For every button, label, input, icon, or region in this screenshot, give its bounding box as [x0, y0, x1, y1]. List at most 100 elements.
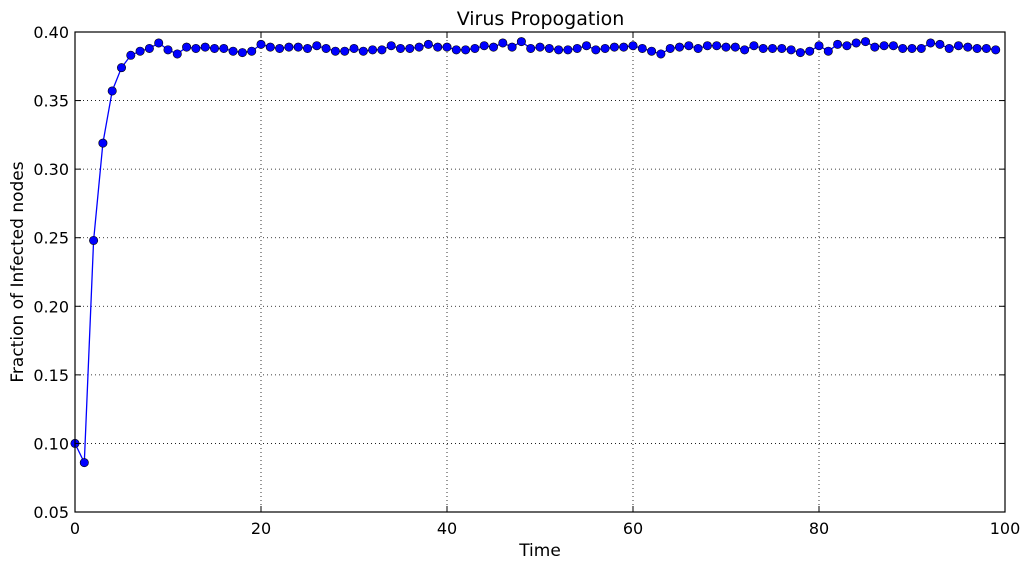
data-point [200, 42, 210, 52]
data-point [516, 37, 526, 47]
data-point [98, 138, 108, 148]
data-point [135, 46, 145, 56]
data-point [423, 39, 433, 49]
data-point [767, 43, 777, 53]
data-point [656, 49, 666, 59]
data-point [795, 48, 805, 58]
data-point [191, 43, 201, 53]
data-point [609, 42, 619, 52]
data-point [321, 43, 331, 53]
data-point [786, 45, 796, 55]
data-point [470, 43, 480, 53]
data-point [870, 42, 880, 52]
ticks-layer [74, 31, 1006, 513]
data-point [833, 39, 843, 49]
data-point [117, 63, 127, 73]
data-point [368, 45, 378, 55]
tick-labels-layer: 0 20 40 60 80 100 0.05 0.10 0.15 0.20 0.25 0.30 0.35… [33, 23, 1020, 538]
chart-title: Virus Propogation [457, 8, 625, 30]
data-point [898, 43, 908, 53]
data-point [972, 43, 982, 53]
data-point [888, 41, 898, 51]
y-tick-label: 0.30 [33, 160, 69, 179]
data-point [107, 86, 117, 96]
data-point [777, 43, 787, 53]
data-point [349, 43, 359, 53]
data-point [414, 42, 424, 52]
data-point [572, 43, 582, 53]
data-point [507, 42, 517, 52]
data-point [628, 41, 638, 51]
data-point [805, 46, 815, 56]
data-point [758, 43, 768, 53]
y-tick-label: 0.15 [33, 366, 69, 385]
data-point [600, 43, 610, 53]
data-point [312, 41, 322, 51]
x-tick-label: 20 [251, 519, 271, 538]
data-point [154, 38, 164, 48]
data-point [665, 43, 675, 53]
data-point [860, 37, 870, 47]
data-point [823, 46, 833, 56]
data-point [433, 42, 443, 52]
data-point [275, 43, 285, 53]
data-point [219, 43, 229, 53]
data-point [712, 41, 722, 51]
data-point [284, 42, 294, 52]
data-point [163, 45, 173, 55]
data-point [237, 48, 247, 58]
data-point [581, 41, 591, 51]
data-point [591, 45, 601, 55]
series-layer [70, 37, 1001, 468]
x-tick-label: 80 [809, 519, 829, 538]
data-point [386, 41, 396, 51]
data-point [693, 43, 703, 53]
data-point [740, 45, 750, 55]
data-point [377, 45, 387, 55]
data-point [851, 38, 861, 48]
y-tick-label: 0.10 [33, 434, 69, 453]
x-axis-title: Time [518, 541, 561, 561]
data-point [935, 39, 945, 49]
y-tick-label: 0.35 [33, 92, 69, 111]
data-point [228, 46, 238, 56]
data-point [461, 45, 471, 55]
data-point [265, 42, 275, 52]
data-point [702, 41, 712, 51]
plot-frame [74, 31, 1006, 513]
data-point [674, 42, 684, 52]
y-tick-label: 0.25 [33, 229, 69, 248]
y-tick-label: 0.20 [33, 297, 69, 316]
data-point [442, 42, 452, 52]
data-point [907, 43, 917, 53]
data-point [79, 458, 89, 468]
grid [74, 31, 1006, 513]
data-point [126, 50, 136, 60]
data-point [302, 43, 312, 53]
data-point [842, 41, 852, 51]
data-point [358, 46, 368, 56]
data-point [293, 42, 303, 52]
data-point [563, 45, 573, 55]
data-point [544, 43, 554, 53]
data-point [247, 46, 257, 56]
data-point [172, 49, 182, 59]
data-point [916, 43, 926, 53]
data-point [647, 46, 657, 56]
data-point [498, 38, 508, 48]
data-point [395, 43, 405, 53]
data-point [749, 41, 759, 51]
series-line [74, 40, 996, 463]
data-point [89, 235, 99, 245]
data-point [963, 42, 973, 52]
data-point [814, 41, 824, 51]
data-point [451, 45, 461, 55]
data-point [256, 39, 266, 49]
data-point [879, 41, 889, 51]
data-point [619, 42, 629, 52]
x-tick-label: 60 [623, 519, 643, 538]
data-point [340, 46, 350, 56]
y-tick-label: 0.40 [33, 23, 69, 42]
data-point [981, 43, 991, 53]
